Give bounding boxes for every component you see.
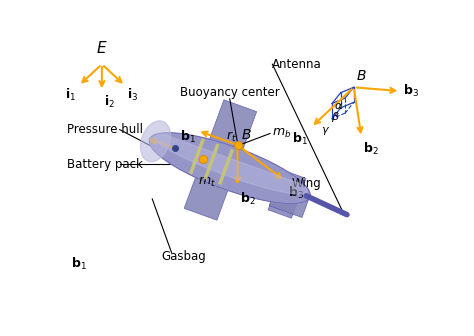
Text: $\mathbf{b}_1$: $\mathbf{b}_1$ bbox=[292, 130, 308, 146]
Text: $m_t$: $m_t$ bbox=[198, 176, 216, 189]
Text: $\mathbf{b}_3$: $\mathbf{b}_3$ bbox=[403, 83, 419, 99]
Polygon shape bbox=[140, 121, 171, 162]
Text: $\mathbf{b}_2$: $\mathbf{b}_2$ bbox=[240, 191, 255, 207]
Polygon shape bbox=[155, 135, 307, 194]
Text: $\mathbf{i}_3$: $\mathbf{i}_3$ bbox=[128, 87, 139, 103]
Text: $\mathbf{i}_2$: $\mathbf{i}_2$ bbox=[104, 93, 115, 110]
Text: $E$: $E$ bbox=[96, 41, 108, 56]
Text: $B$: $B$ bbox=[356, 69, 367, 83]
Polygon shape bbox=[269, 182, 310, 217]
Text: $\mathbf{b}_3$: $\mathbf{b}_3$ bbox=[288, 185, 303, 201]
Text: Battery pack: Battery pack bbox=[67, 158, 143, 171]
Text: $\mathbf{i}_1$: $\mathbf{i}_1$ bbox=[65, 87, 76, 103]
Polygon shape bbox=[149, 133, 310, 204]
Polygon shape bbox=[268, 170, 306, 218]
Text: $\mathbf{b}_1$: $\mathbf{b}_1$ bbox=[71, 256, 87, 272]
Text: $\gamma$: $\gamma$ bbox=[321, 125, 330, 137]
Text: Antenna: Antenna bbox=[273, 58, 322, 71]
Polygon shape bbox=[184, 100, 257, 220]
Text: $\alpha$: $\alpha$ bbox=[334, 101, 343, 111]
Text: $\beta$: $\beta$ bbox=[331, 111, 340, 124]
Text: Pressure hull: Pressure hull bbox=[67, 123, 143, 136]
Text: Buoyancy center: Buoyancy center bbox=[180, 86, 280, 99]
Text: $B$: $B$ bbox=[241, 128, 251, 142]
Text: $\mathbf{b}_1$: $\mathbf{b}_1$ bbox=[180, 129, 196, 145]
Text: $m_b$: $m_b$ bbox=[273, 127, 292, 140]
Text: $\mathbf{b}_2$: $\mathbf{b}_2$ bbox=[363, 140, 379, 157]
Text: Wing: Wing bbox=[292, 177, 321, 190]
Text: Gasbag: Gasbag bbox=[161, 250, 206, 263]
Text: $r_t$: $r_t$ bbox=[226, 130, 237, 144]
